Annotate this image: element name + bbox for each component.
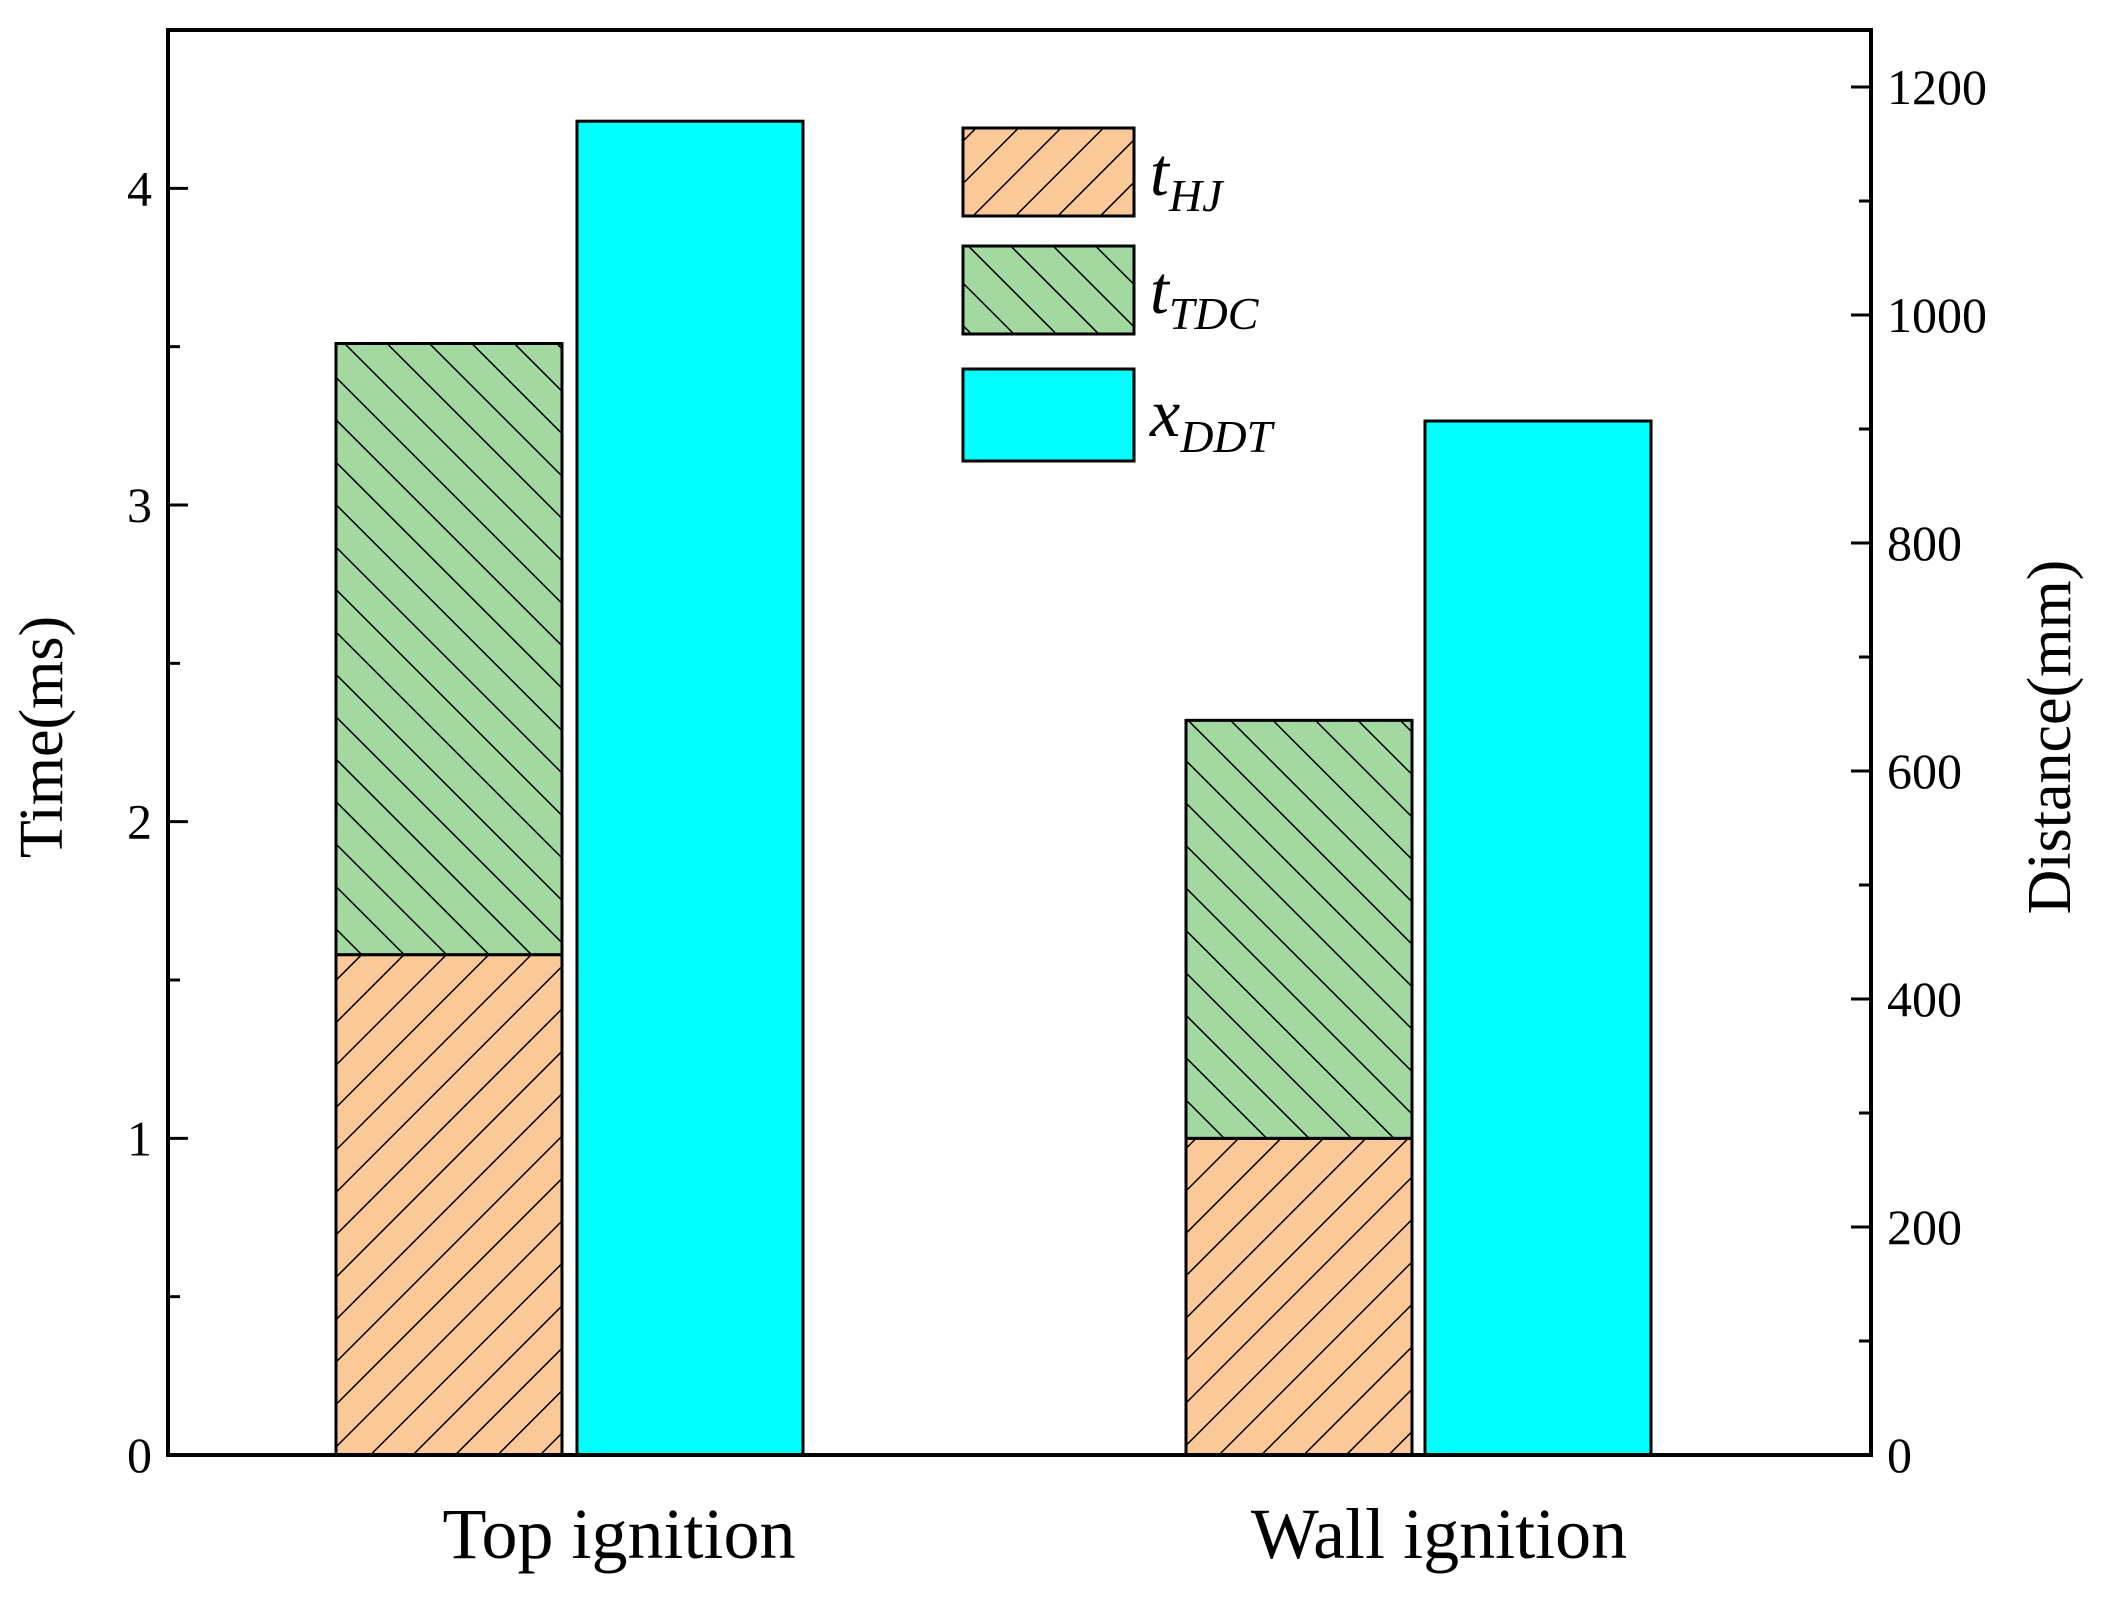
y2-tick-label: 800 (1887, 515, 1962, 571)
y-axis-title: Time(ms) (8, 616, 76, 858)
legend-swatch-t-hj (961, 126, 1136, 218)
ticks-group: 0 1 2 3 4 0 200 400 600 800 1000 1200 (127, 59, 1987, 1483)
y-tick-label: 1 (127, 1110, 152, 1166)
bar-x-ddt-1 (1423, 419, 1653, 1457)
y-tick-label: 3 (127, 477, 152, 533)
legend-label-t-hj: tHJ (1150, 134, 1225, 221)
y2-tick-label: 0 (1887, 1427, 1912, 1483)
y2-tick-label: 200 (1887, 1199, 1962, 1255)
bars-group (334, 119, 1653, 1457)
bar-t-hj-0 (334, 953, 564, 1457)
bar-x-ddt-0 (575, 119, 805, 1457)
y2-tick-label: 1000 (1887, 287, 1987, 343)
bar-t-hj-1 (1184, 1136, 1414, 1457)
y-tick-label: 0 (127, 1427, 152, 1483)
plot-frame (166, 28, 1873, 1457)
legend-label-x-ddt: xDDT (1149, 375, 1276, 462)
y-tick-label: 4 (127, 160, 152, 216)
y2-tick-label: 1200 (1887, 59, 1987, 115)
axes-group (166, 28, 1873, 1457)
legend-swatch-t-tdc (961, 244, 1136, 336)
y-tick-label: 2 (127, 794, 152, 850)
y2-tick-label: 600 (1887, 743, 1962, 799)
legend: tHJ tTDC xDDT (961, 126, 1276, 463)
bar-t-tdc-1 (1184, 718, 1414, 1140)
legend-label-t-tdc: tTDC (1150, 252, 1260, 339)
category-label-top-ignition: Top ignition (443, 1494, 796, 1574)
category-label-wall-ignition: Wall ignition (1251, 1494, 1627, 1574)
legend-swatch-x-ddt (961, 367, 1136, 463)
bar-t-tdc-0 (334, 342, 564, 957)
y2-axis-title: Distance(mm) (2016, 560, 2084, 915)
y2-tick-label: 400 (1887, 971, 1962, 1027)
